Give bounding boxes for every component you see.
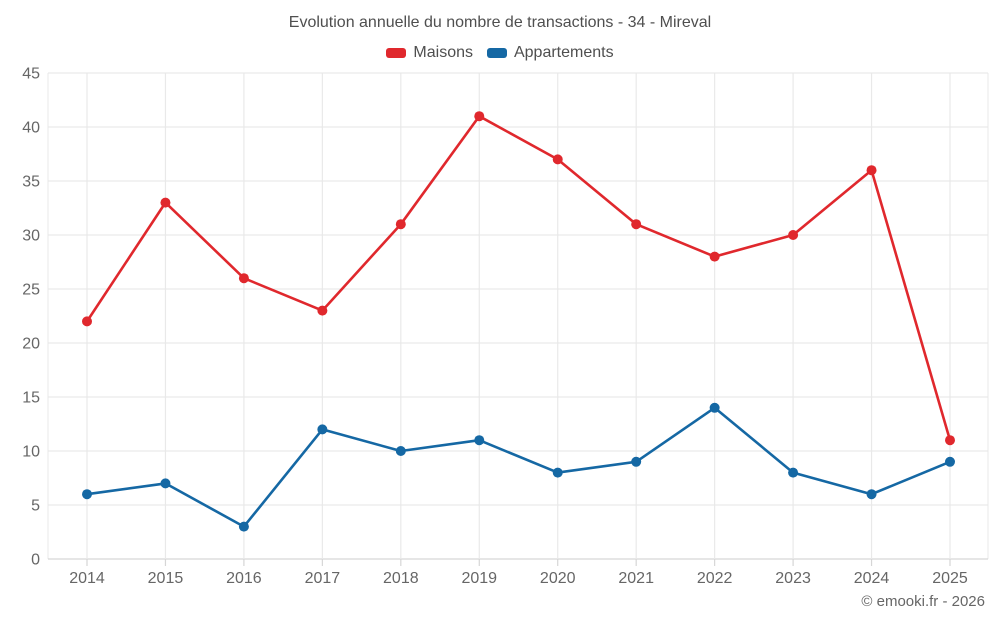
data-point-appartements-2016[interactable] — [238, 521, 249, 532]
x-tick-label-2015: 2015 — [148, 570, 184, 587]
x-tick-label-2022: 2022 — [697, 570, 733, 587]
data-point-maisons-2014[interactable] — [82, 316, 92, 327]
data-point-maisons-2022[interactable] — [709, 251, 720, 262]
data-point-maisons-2025[interactable] — [945, 435, 955, 446]
x-tick-label-2018: 2018 — [383, 570, 419, 587]
data-point-maisons-2019[interactable] — [474, 111, 485, 122]
copyright-credit: © emooki.fr - 2026 — [861, 593, 985, 610]
y-tick-label: 20 — [22, 336, 40, 353]
data-point-maisons-2017[interactable] — [317, 305, 328, 316]
series-line-appartements — [85, 406, 952, 528]
data-point-appartements-2019[interactable] — [474, 435, 485, 446]
legend-item-maisons[interactable]: Maisons — [386, 44, 473, 62]
x-tick-label-2019: 2019 — [461, 570, 497, 587]
y-tick-label: 0 — [31, 552, 40, 569]
y-tick-label: 40 — [22, 120, 40, 137]
legend-label-appartements: Appartements — [513, 44, 614, 61]
data-point-appartements-2020[interactable] — [552, 467, 563, 478]
chart-title: Evolution annuelle du nombre de transact… — [288, 14, 712, 31]
x-tick-label-2017: 2017 — [305, 570, 341, 587]
data-point-appartements-2023[interactable] — [788, 467, 799, 478]
legend: Maisons Appartements — [0, 44, 1000, 62]
legend-item-appartements[interactable]: Appartements — [486, 44, 614, 62]
x-tick-label-2023: 2023 — [775, 570, 811, 587]
maisons-swatch-icon — [386, 48, 407, 58]
x-tick-label-2014: 2014 — [69, 570, 105, 587]
data-point-maisons-2018[interactable] — [395, 219, 406, 230]
data-point-maisons-2024[interactable] — [866, 165, 877, 176]
x-tick-label-2020: 2020 — [540, 570, 576, 587]
y-tick-label: 45 — [22, 66, 40, 83]
data-point-maisons-2016[interactable] — [238, 273, 249, 284]
data-point-maisons-2020[interactable] — [552, 154, 563, 165]
y-tick-label: 35 — [22, 174, 40, 191]
y-tick-label: 5 — [31, 498, 40, 515]
x-tick-label-2021: 2021 — [618, 570, 654, 587]
data-point-appartements-2018[interactable] — [395, 446, 406, 456]
y-tick-label: 10 — [22, 444, 40, 461]
y-tick-label: 15 — [22, 390, 40, 407]
legend-label-maisons: Maisons — [413, 44, 473, 61]
series-line-maisons — [85, 114, 952, 442]
data-point-maisons-2021[interactable] — [631, 219, 642, 230]
data-point-appartements-2024[interactable] — [866, 489, 877, 500]
data-point-appartements-2017[interactable] — [317, 424, 328, 435]
x-tick-label-2016: 2016 — [226, 570, 262, 587]
y-tick-label: 30 — [22, 228, 40, 245]
x-tick-label-2025: 2025 — [932, 570, 968, 587]
y-tick-label: 25 — [22, 282, 40, 299]
appartements-swatch-icon — [486, 48, 507, 58]
data-point-appartements-2021[interactable] — [631, 456, 642, 467]
data-point-maisons-2015[interactable] — [160, 197, 171, 208]
data-point-appartements-2022[interactable] — [709, 402, 720, 413]
x-tick-label-2024: 2024 — [854, 570, 890, 587]
data-point-appartements-2015[interactable] — [160, 478, 171, 489]
data-point-appartements-2025[interactable] — [945, 456, 955, 467]
data-point-maisons-2023[interactable] — [788, 230, 799, 240]
data-point-appartements-2014[interactable] — [82, 489, 92, 500]
